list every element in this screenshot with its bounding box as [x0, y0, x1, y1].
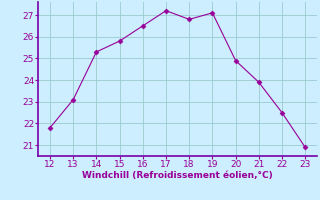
X-axis label: Windchill (Refroidissement éolien,°C): Windchill (Refroidissement éolien,°C)	[82, 171, 273, 180]
